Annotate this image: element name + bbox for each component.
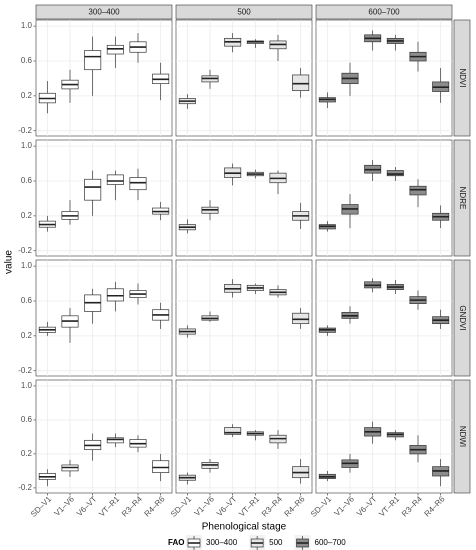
- x-tick-label: R4–R6: [423, 494, 447, 518]
- x-tick-label: VT–R1: [97, 494, 121, 518]
- panel: [175, 379, 313, 494]
- box: [106, 174, 124, 185]
- x-tick-label: SD–V1: [29, 494, 54, 519]
- box: [129, 177, 147, 191]
- y-tick-label: 0.6: [21, 56, 33, 65]
- panel: [175, 139, 313, 257]
- y-tick-label: -0.2: [18, 483, 32, 492]
- facet-label: GNDVI: [458, 305, 467, 330]
- y-tick-label: -0.2: [18, 366, 32, 375]
- facet-label: NDVI: [458, 68, 467, 87]
- legend-label: 600–700: [315, 538, 347, 547]
- box: [292, 74, 310, 91]
- y-tick-label: 1.0: [21, 141, 33, 150]
- y-tick-label: -0.2: [18, 126, 32, 135]
- x-tick-label: SD–V1: [309, 494, 334, 519]
- panel: [35, 19, 173, 137]
- box: [106, 288, 124, 302]
- y-tick-label: 0.2: [21, 211, 33, 220]
- facet-strip: [453, 19, 471, 137]
- facet-strip: [453, 139, 471, 257]
- x-tick-label: SD–V1: [169, 494, 194, 519]
- facet-strip: [453, 379, 471, 494]
- x-tick-label: V6–VT: [215, 494, 239, 518]
- box: [292, 312, 310, 325]
- y-tick-label: 0.6: [21, 176, 33, 185]
- y-tick-label: 0.6: [21, 296, 33, 305]
- x-tick-label: VT–R1: [237, 494, 261, 518]
- x-tick-label: V6–VT: [75, 494, 99, 518]
- panel: [315, 379, 453, 494]
- x-tick-label: R3–R4: [260, 494, 284, 518]
- panel: [35, 379, 173, 494]
- y-tick-label: 0.6: [21, 415, 33, 424]
- panel: [175, 259, 313, 377]
- facet-label: NDRE: [458, 187, 467, 210]
- legend-label: 300–400: [206, 538, 238, 547]
- x-tick-label: R3–R4: [120, 494, 144, 518]
- y-tick-label: 0.2: [21, 91, 33, 100]
- y-tick-label: 1.0: [21, 261, 33, 270]
- box: [106, 437, 124, 444]
- y-axis-title: value: [4, 250, 15, 274]
- facet-strip: [175, 4, 313, 20]
- facet-strip: [315, 4, 453, 20]
- facet-strip: [35, 4, 173, 20]
- panel: [315, 259, 453, 377]
- panel: [175, 19, 313, 137]
- box: [386, 170, 404, 177]
- x-tick-label: V1–V6: [193, 494, 217, 518]
- x-tick-label: R3–R4: [400, 494, 424, 518]
- y-tick-label: 1.0: [21, 381, 33, 390]
- panel: [35, 259, 173, 377]
- box: [106, 44, 124, 55]
- box: [409, 185, 427, 196]
- box: [84, 50, 102, 71]
- box: [84, 178, 102, 201]
- y-tick-label: 1.0: [21, 21, 33, 30]
- y-tick-label: -0.2: [18, 246, 32, 255]
- legend-label: 500: [269, 538, 283, 547]
- facet-label: NDWI: [458, 426, 467, 447]
- y-tick-label: 0.2: [21, 449, 33, 458]
- facet-label: 600–700: [368, 8, 400, 17]
- legend-title: FAO: [168, 538, 184, 547]
- x-axis-title: Phenological stage: [202, 522, 287, 533]
- x-tick-label: V1–V6: [53, 494, 77, 518]
- panel: [35, 139, 173, 257]
- x-tick-label: VT–R1: [377, 494, 401, 518]
- facet-strip: [453, 259, 471, 377]
- facet-label: 300–400: [88, 8, 120, 17]
- panel: [315, 19, 453, 137]
- box: [224, 427, 242, 435]
- y-tick-label: 0.2: [21, 331, 33, 340]
- x-tick-label: V6–VT: [355, 494, 379, 518]
- x-tick-label: V1–V6: [333, 494, 357, 518]
- panel: [315, 139, 453, 257]
- facet-label: 500: [237, 8, 251, 17]
- x-tick-label: R4–R6: [283, 494, 307, 518]
- box: [152, 460, 170, 473]
- x-tick-label: R4–R6: [143, 494, 167, 518]
